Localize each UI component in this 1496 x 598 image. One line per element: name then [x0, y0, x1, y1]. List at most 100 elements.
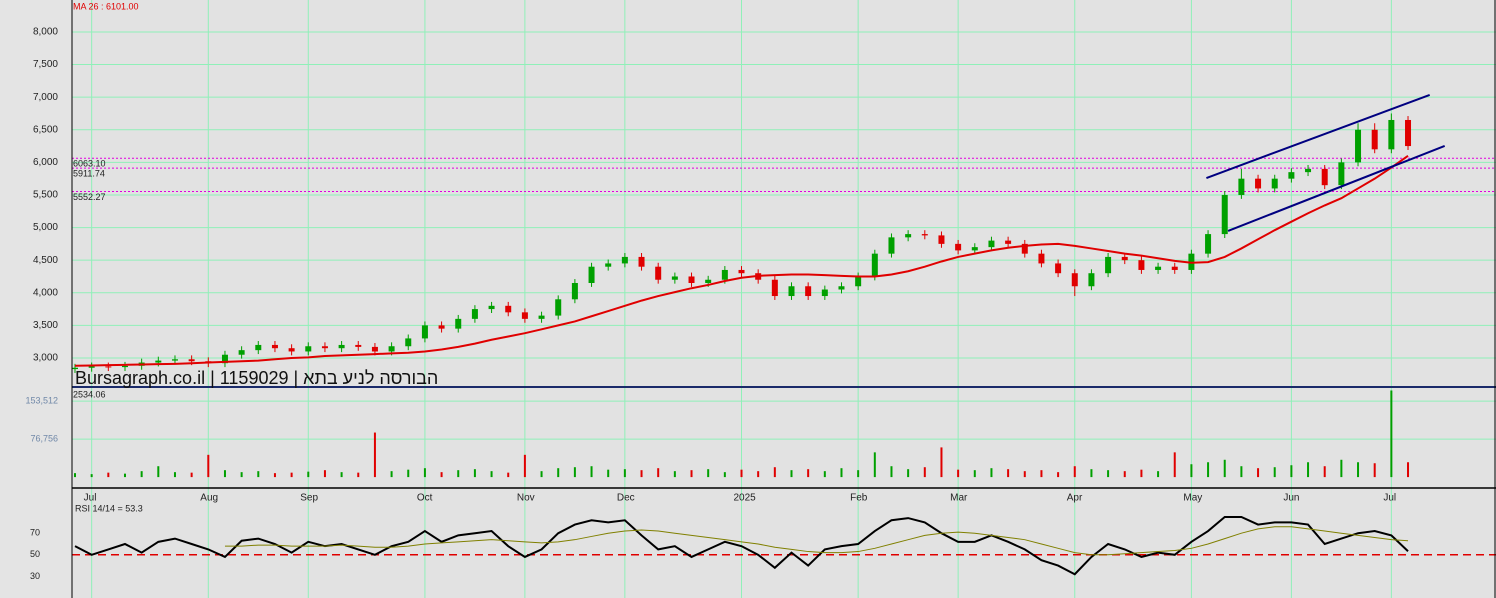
- candle-body: [988, 240, 995, 248]
- candle-body: [1021, 243, 1028, 254]
- candle-body: [855, 276, 862, 287]
- y-tick-label: 50: [30, 549, 40, 559]
- volume-bar: [273, 473, 276, 478]
- volume-bar: [723, 472, 726, 478]
- y-tick-label: 5,000: [33, 222, 58, 233]
- candle-body: [1371, 129, 1378, 150]
- volume-bar: [357, 472, 360, 478]
- candle-body: [1288, 172, 1295, 179]
- volume-bar: [140, 471, 143, 478]
- candle-body: [1171, 266, 1178, 270]
- candle-body: [221, 354, 228, 364]
- candle-body: [338, 344, 345, 349]
- candle-body: [171, 359, 178, 361]
- volume-bar: [490, 471, 493, 478]
- candle-body: [938, 235, 945, 244]
- volume-bar: [1307, 462, 1310, 478]
- y-tick-label: 4,000: [33, 287, 58, 298]
- candle-body: [588, 266, 595, 283]
- candle-body: [688, 276, 695, 283]
- y-tick-label: 4,500: [33, 255, 58, 266]
- candle-body: [238, 350, 245, 355]
- volume-bar: [1240, 466, 1243, 478]
- volume-bar: [1190, 464, 1193, 478]
- candle-body: [738, 269, 745, 274]
- volume-bar: [123, 473, 126, 478]
- rsi-label: RSI 14/14 = 53.3: [75, 503, 143, 513]
- volume-bar: [157, 466, 160, 478]
- volume-bar: [607, 469, 610, 478]
- candle-body: [271, 344, 278, 349]
- candle-body: [438, 325, 445, 329]
- volume-bar: [990, 468, 993, 478]
- x-tick-label: Jul: [1383, 493, 1396, 504]
- volume-bar: [1273, 467, 1276, 478]
- volume-bar: [873, 452, 876, 478]
- volume-bar: [840, 468, 843, 478]
- volume-bar: [440, 472, 443, 478]
- y-tick-label: 8,000: [33, 27, 58, 38]
- candle-body: [71, 367, 78, 370]
- volume-bar: [540, 471, 543, 478]
- volume-bar: [640, 470, 643, 478]
- volume-bar: [473, 469, 476, 478]
- x-tick-label: Mar: [950, 493, 968, 504]
- volume-bar: [223, 470, 226, 478]
- candle-body: [105, 366, 112, 368]
- candle-body: [1055, 263, 1062, 274]
- volume-bar: [1007, 469, 1010, 478]
- volume-bar: [1040, 470, 1043, 478]
- candle-body: [505, 305, 512, 313]
- volume-bar: [323, 470, 326, 478]
- moving-average: [74, 155, 1409, 367]
- x-tick-label: Dec: [617, 493, 635, 504]
- trend-line: [1227, 145, 1446, 232]
- candle-body: [1088, 273, 1095, 287]
- volume-bar: [173, 472, 176, 478]
- x-tick-label: May: [1183, 493, 1202, 504]
- candle-body: [721, 269, 728, 280]
- plot-area: [72, 0, 1496, 598]
- candle-body: [1155, 266, 1162, 270]
- price-level-label: 5552.27: [73, 192, 106, 202]
- candle-body: [821, 289, 828, 297]
- candle-body: [305, 346, 312, 352]
- candle-body: [1255, 178, 1262, 189]
- volume-bar: [790, 470, 793, 478]
- volume-bar: [1107, 470, 1110, 478]
- volume-bar: [457, 470, 460, 478]
- volume-bar: [290, 472, 293, 478]
- volume-bar: [1090, 469, 1093, 478]
- candle-body: [488, 305, 495, 310]
- volume-bar: [1223, 459, 1226, 478]
- candle-body: [355, 344, 362, 347]
- volume-bar: [1140, 469, 1143, 478]
- volume-bar: [623, 469, 626, 478]
- volume-bar: [557, 468, 560, 478]
- y-tick-label: 76,756: [30, 433, 58, 443]
- volume-bar: [1207, 462, 1210, 478]
- y-tick-label: 7,500: [33, 59, 58, 70]
- volume-bar: [107, 472, 110, 478]
- candle-body: [555, 299, 562, 316]
- candle-body: [1005, 240, 1012, 244]
- candle-body: [771, 279, 778, 297]
- volume-bar: [807, 469, 810, 478]
- price-level-label: 5911.74: [73, 168, 105, 178]
- volume-bar: [1057, 472, 1060, 478]
- y-tick-label: 3,500: [33, 320, 58, 331]
- candle-body: [1305, 168, 1312, 173]
- candle-body: [921, 234, 928, 236]
- plot: Jul Aug Sep Oct Nov Dec 2025 Feb Mar Apr May Jun Jul: [71, 0, 1496, 598]
- y-tick-label: 6,000: [33, 157, 58, 168]
- candle-body: [621, 256, 628, 264]
- candle-body: [188, 359, 195, 362]
- candle-body: [288, 348, 295, 352]
- volume-bar: [190, 472, 193, 478]
- candle-body: [88, 366, 95, 368]
- candle-body: [1138, 260, 1145, 270]
- trend-line: [1206, 94, 1431, 179]
- volume-bar: [940, 447, 943, 478]
- volume-bar: [1123, 471, 1126, 478]
- volume-bar: [923, 467, 926, 478]
